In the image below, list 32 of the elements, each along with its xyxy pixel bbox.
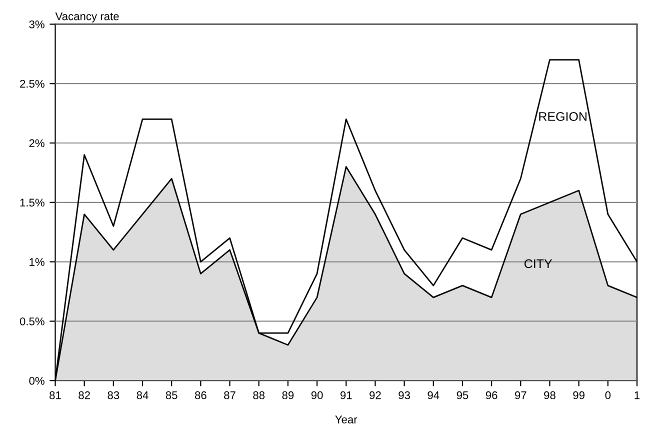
x-tick-label: 93 [398,391,410,400]
x-tick-label: 85 [166,391,178,400]
x-tick-label: 0 [605,391,611,400]
y-tick-label: 3% [29,20,44,28]
y-tick-label: 0.5% [20,317,44,326]
x-tick-label: 95 [456,391,468,400]
x-tick-label: 99 [573,391,584,400]
y-tick-label: 1% [30,258,44,266]
x-tick-label: 90 [311,391,323,400]
x-tick-label: 97 [514,391,526,400]
x-tick-label: 86 [194,391,206,400]
x-tick-label: 91 [340,391,352,400]
x-tick-label: 84 [136,391,148,400]
x-tick-label: 87 [224,391,236,400]
y-tick-label: 2.5% [20,80,44,88]
x-tick-label: 81 [50,391,61,400]
y-tick-label: 1.5% [20,198,44,207]
x-axis-title: Year [335,416,358,424]
x-tick-label: 94 [428,391,440,400]
x-tick-label: 1 [634,391,640,400]
y-tick-label: 2% [29,139,44,148]
y-tick-label: 0% [29,376,44,385]
x-tick-label: 89 [282,391,294,400]
series-label: REGION [539,112,586,121]
series-label: CITY [524,259,552,268]
y-axis-title: Vacancy rate [55,12,119,22]
x-tick-label: 96 [486,391,498,400]
x-tick-label: 82 [78,391,90,400]
x-tick-label: 98 [544,391,556,400]
x-tick-label: 83 [108,391,120,400]
x-tick-label: 92 [370,391,381,400]
x-tick-label: 88 [253,391,265,400]
